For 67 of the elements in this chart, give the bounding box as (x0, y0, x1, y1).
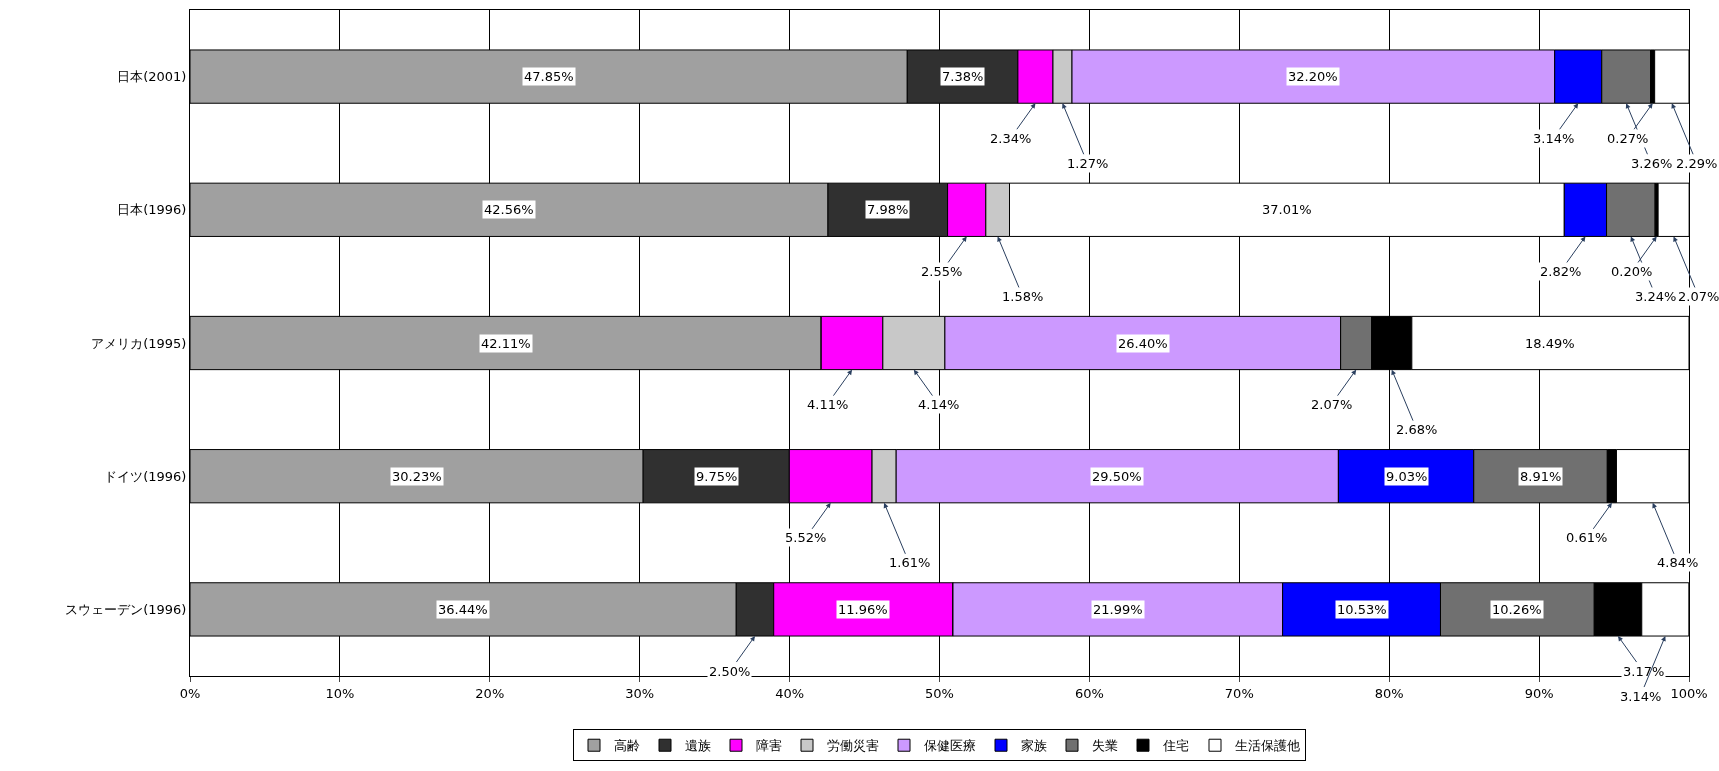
legend-label: 高齢 (614, 738, 640, 754)
legend-label: 生活保護他 (1235, 738, 1300, 754)
data-label: 10.53% (1337, 602, 1387, 617)
data-label: 4.14% (918, 397, 960, 412)
x-tick-label: 0% (179, 685, 201, 701)
data-label: 0.27% (1607, 131, 1649, 146)
data-label: 0.61% (1566, 530, 1608, 545)
data-label: 3.14% (1620, 689, 1662, 704)
data-label: 8.91% (1520, 469, 1562, 484)
x-tick-label: 70% (1224, 685, 1254, 701)
data-label: 47.85% (524, 69, 574, 84)
data-label: 3.24% (1635, 289, 1677, 304)
data-label: 4.84% (1657, 555, 1699, 570)
data-label: 9.75% (696, 469, 738, 484)
data-label: 9.03% (1386, 469, 1428, 484)
y-tick-label: ドイツ(1996) (104, 468, 187, 484)
x-tick-label: 90% (1524, 685, 1554, 701)
legend-label: 住宅 (1162, 738, 1189, 754)
data-label: 2.07% (1678, 289, 1719, 304)
data-label: 18.49% (1525, 336, 1575, 351)
data-label: 2.82% (1540, 264, 1582, 279)
data-label: 32.20% (1288, 69, 1338, 84)
data-label: 7.98% (867, 202, 909, 217)
data-label: 3.14% (1533, 131, 1575, 146)
data-label: 37.01% (1262, 202, 1312, 217)
data-label: 7.38% (942, 69, 984, 84)
data-label: 5.52% (785, 530, 827, 545)
data-label: 2.34% (990, 131, 1032, 146)
legend-label: 保健医療 (924, 738, 976, 754)
legend-label: 失業 (1092, 738, 1118, 754)
data-label: 26.40% (1118, 336, 1168, 351)
data-label: 30.23% (392, 469, 442, 484)
y-tick-label: 日本(1996) (117, 202, 187, 218)
legend-label: 遺族 (685, 738, 711, 754)
data-label: 2.50% (709, 664, 751, 679)
data-label: 42.11% (481, 336, 531, 351)
y-tick-label: アメリカ(1995) (91, 335, 187, 351)
data-label: 1.27% (1067, 156, 1109, 171)
x-tick-label: 10% (325, 685, 355, 701)
x-tick-label: 100% (1670, 685, 1708, 701)
y-tick-label: スウェーデン(1996) (65, 601, 187, 617)
x-tick-label: 30% (625, 685, 655, 701)
data-label: 3.26% (1631, 156, 1673, 171)
data-label: 2.68% (1396, 422, 1438, 437)
x-tick-label: 20% (475, 685, 505, 701)
data-label: 1.58% (1002, 289, 1044, 304)
data-label: 2.07% (1311, 397, 1353, 412)
legend-label: 家族 (1021, 738, 1047, 754)
data-label: 42.56% (484, 202, 534, 217)
data-label: 36.44% (438, 602, 488, 617)
data-label: 0.20% (1611, 264, 1653, 279)
x-tick-label: 60% (1074, 685, 1104, 701)
data-label: 2.29% (1676, 156, 1718, 171)
data-label: 1.61% (889, 555, 931, 570)
y-tick-label: 日本(2001) (117, 69, 187, 85)
data-label: 3.17% (1623, 664, 1665, 679)
data-label: 11.96% (838, 602, 888, 617)
data-label: 21.99% (1093, 602, 1143, 617)
data-label: 4.11% (807, 397, 849, 412)
data-label: 10.26% (1492, 602, 1542, 617)
data-label: 29.50% (1092, 469, 1142, 484)
legend-label: 障害 (756, 738, 782, 754)
x-tick-label: 40% (775, 685, 805, 701)
legend-label: 労働災害 (827, 738, 879, 754)
x-tick-label: 50% (925, 685, 954, 701)
data-label: 2.55% (921, 264, 963, 279)
x-tick-label: 80% (1374, 685, 1404, 701)
